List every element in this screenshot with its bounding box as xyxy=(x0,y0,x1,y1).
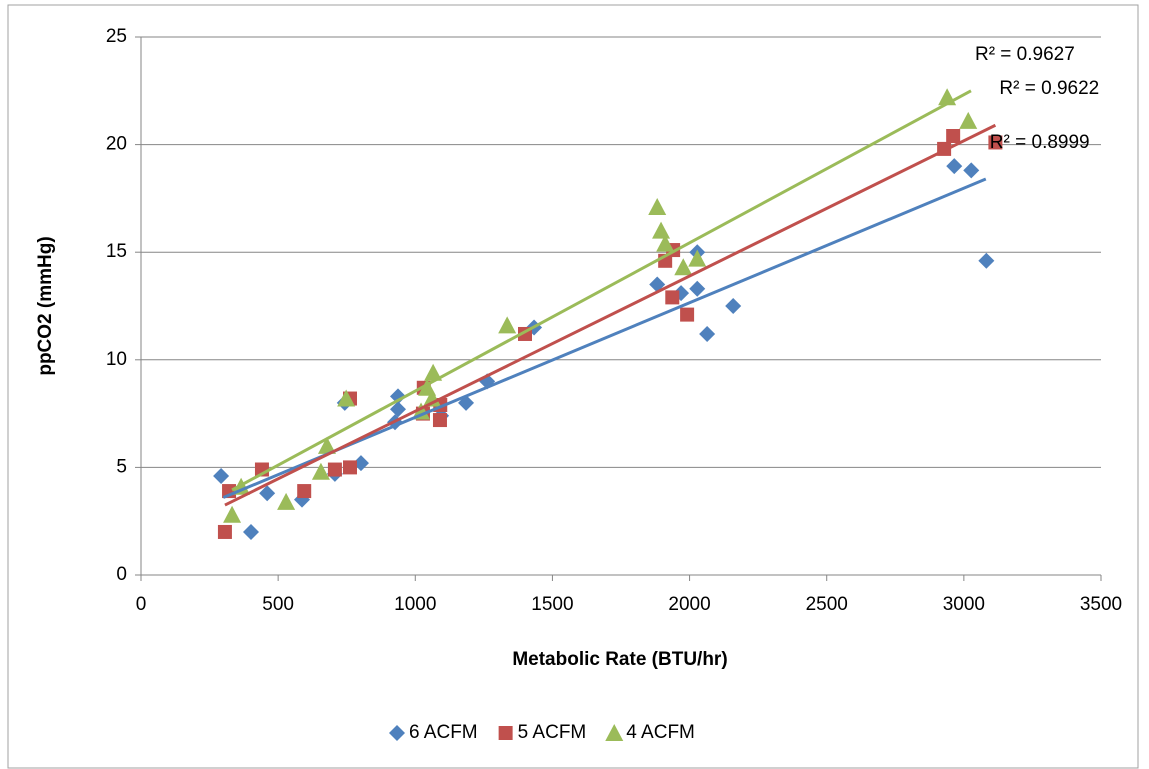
data-point xyxy=(689,280,706,297)
data-point xyxy=(424,363,443,381)
x-tick-label: 2500 xyxy=(806,594,848,615)
x-tick-label: 2000 xyxy=(668,594,710,615)
data-point xyxy=(217,524,232,539)
x-tick-label: 1000 xyxy=(394,594,436,615)
y-tick-label: 0 xyxy=(116,564,127,585)
data-point xyxy=(311,462,330,480)
data-point xyxy=(652,221,671,239)
data-point xyxy=(259,485,276,502)
data-point xyxy=(337,389,356,407)
x-tick-label: 1500 xyxy=(531,594,573,615)
data-point xyxy=(680,307,695,322)
trendline xyxy=(224,123,997,507)
trendline xyxy=(231,89,972,492)
x-tick-label: 3000 xyxy=(943,594,985,615)
data-point xyxy=(725,298,742,314)
y-axis-label: ppCO2 (mmHg) xyxy=(35,236,56,375)
y-tick-label: 15 xyxy=(106,241,127,262)
data-point xyxy=(648,198,667,216)
y-tick-label: 20 xyxy=(106,134,127,155)
legend-label: 5 ACFM xyxy=(518,722,587,743)
data-point xyxy=(223,505,242,523)
legend-label: 6 ACFM xyxy=(409,722,478,743)
y-tick-label: 5 xyxy=(116,456,127,477)
legend-marker xyxy=(389,725,405,741)
data-point xyxy=(699,325,716,342)
legend-marker xyxy=(498,726,513,740)
trendline-label: R² = 0.9627 xyxy=(975,44,1075,65)
data-point xyxy=(946,128,961,143)
data-point xyxy=(656,234,675,252)
x-axis-label: Metabolic Rate (BTU/hr) xyxy=(512,649,727,670)
data-point xyxy=(317,436,336,454)
data-point xyxy=(988,135,1003,150)
legend-marker xyxy=(605,724,624,741)
x-tick-label: 3500 xyxy=(1080,594,1122,615)
data-point xyxy=(674,258,693,276)
x-tick-label: 500 xyxy=(262,594,294,615)
data-point xyxy=(688,249,707,267)
data-point xyxy=(946,158,963,175)
data-point xyxy=(277,492,296,510)
data-point xyxy=(242,523,259,540)
data-point xyxy=(390,401,407,418)
data-point xyxy=(498,316,517,334)
data-point xyxy=(432,413,447,428)
y-tick-label: 25 xyxy=(106,26,127,47)
data-point xyxy=(297,484,312,499)
data-point xyxy=(343,460,358,475)
data-point xyxy=(978,252,995,269)
legend-label: 4 ACFM xyxy=(626,722,695,743)
x-tick-label: 0 xyxy=(136,594,147,615)
trendline-label: R² = 0.8999 xyxy=(990,132,1090,153)
data-point xyxy=(963,162,980,179)
data-point xyxy=(390,388,407,405)
data-point xyxy=(213,468,230,485)
trendline-label: R² = 0.9622 xyxy=(999,78,1099,99)
data-point xyxy=(665,290,680,305)
data-point xyxy=(327,462,342,477)
y-tick-label: 10 xyxy=(106,349,127,370)
data-point xyxy=(959,111,978,129)
